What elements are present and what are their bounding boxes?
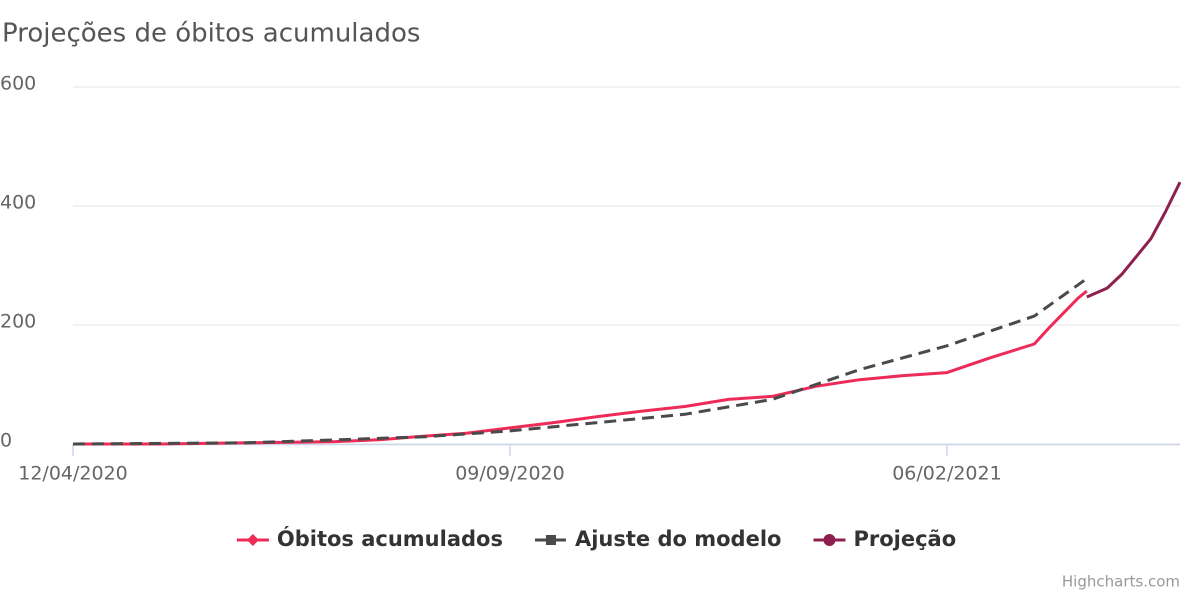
legend-label: Óbitos acumulados <box>277 526 503 551</box>
y-tick-label: 400 <box>0 192 36 214</box>
legend-label: Ajuste do modelo <box>575 527 781 551</box>
series-line <box>73 289 1088 446</box>
legend-marker <box>246 534 259 546</box>
chart-title: Projeções de óbitos acumulados <box>2 19 420 49</box>
y-tick-label: 600 <box>0 73 36 95</box>
x-tick-label: 09/09/2020 <box>455 463 565 485</box>
x-tick-label: 06/02/2021 <box>892 463 1002 485</box>
legend-label: Projeção <box>853 527 956 551</box>
series-line <box>72 277 1088 446</box>
legend-marker <box>545 535 556 545</box>
legend-item[interactable]: Ajuste do modelo <box>534 527 781 551</box>
legend: Óbitos acumulados Ajuste do modelo Projeçã… <box>236 526 956 551</box>
legend-item[interactable]: Óbitos acumulados <box>236 526 503 551</box>
legend-item[interactable]: Projeção <box>813 527 956 551</box>
legend-marker <box>823 534 836 546</box>
x-tick-label: 12/04/2020 <box>18 463 128 485</box>
series-line <box>1086 181 1182 299</box>
y-tick-label: 200 <box>0 311 36 333</box>
credits[interactable]: Highcharts.com <box>1062 573 1180 591</box>
y-tick-label: 0 <box>0 430 12 452</box>
